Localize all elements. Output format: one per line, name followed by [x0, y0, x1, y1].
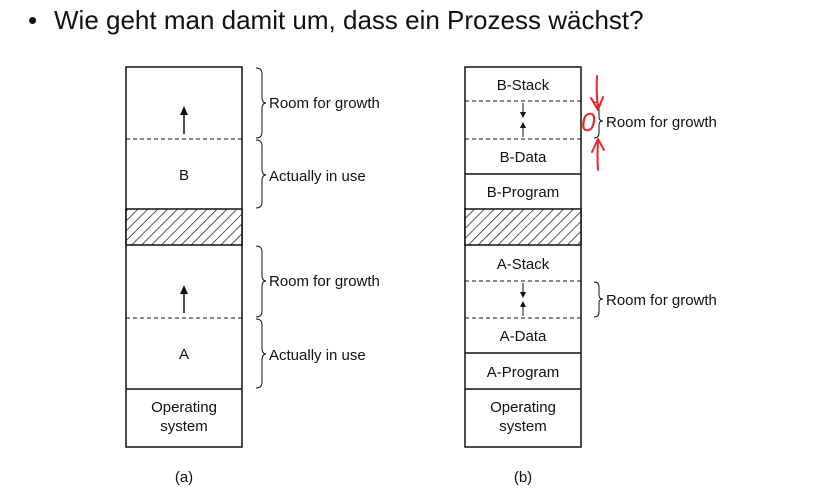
brace-icon	[593, 281, 604, 318]
brace-icon	[255, 139, 267, 209]
a-program-label: A-Program	[487, 364, 560, 381]
a-annotation-b-in-use: Actually in use	[269, 168, 366, 185]
b-data-label: B-Data	[500, 149, 547, 166]
arrow-down-icon	[520, 283, 526, 298]
a-data-label: A-Data	[500, 328, 547, 345]
a-annotation-a-growth: Room for growth	[269, 273, 380, 290]
handwritten-arrow-down-icon	[590, 75, 604, 111]
a-segment-b-label: B	[179, 167, 189, 184]
a-annotation-a-in-use: Actually in use	[269, 347, 366, 364]
brace-icon	[255, 318, 267, 389]
handwritten-arrow-up-icon	[591, 138, 605, 171]
b-os-label-line2: system	[499, 418, 547, 435]
arrow-up-icon	[520, 122, 526, 137]
a-os-label-line1: Operating	[151, 399, 217, 416]
a-hatched-gap	[125, 208, 243, 246]
arrow-up-icon	[520, 301, 526, 316]
brace-icon	[255, 67, 267, 139]
diagram-a: B A Operating system Room for growth Act…	[125, 66, 380, 486]
slide-title: • Wie geht man damit um, dass ein Prozess…	[28, 4, 644, 36]
diagram-b: B-Stack B-Data B-Program A-Stack A-Data …	[464, 66, 717, 486]
handwritten-annotation: 0	[581, 75, 605, 171]
b-program-label: B-Program	[487, 184, 560, 201]
handwritten-zero-mark: 0	[581, 107, 596, 137]
b-os-label-line1: Operating	[490, 399, 556, 416]
arrow-up-icon	[180, 106, 188, 134]
a-annotation-b-growth: Room for growth	[269, 95, 380, 112]
bullet-icon: •	[28, 5, 38, 35]
arrow-up-icon	[180, 285, 188, 313]
a-caption: (a)	[175, 469, 193, 486]
brace-icon	[593, 101, 604, 139]
b-caption: (b)	[514, 469, 532, 486]
b-annotation-a-growth: Room for growth	[606, 292, 717, 309]
a-segment-a-label: A	[179, 346, 189, 363]
b-memory-column	[464, 66, 582, 448]
a-memory-column	[125, 66, 243, 448]
slide-title-text: Wie geht man damit um, dass ein Prozess …	[54, 5, 644, 35]
brace-icon	[255, 245, 267, 318]
a-stack-label: A-Stack	[497, 256, 550, 273]
b-hatched-gap	[464, 208, 582, 246]
arrow-down-icon	[520, 103, 526, 118]
a-os-label-line2: system	[160, 418, 208, 435]
b-annotation-b-growth: Room for growth	[606, 114, 717, 131]
b-stack-label: B-Stack	[497, 77, 550, 94]
